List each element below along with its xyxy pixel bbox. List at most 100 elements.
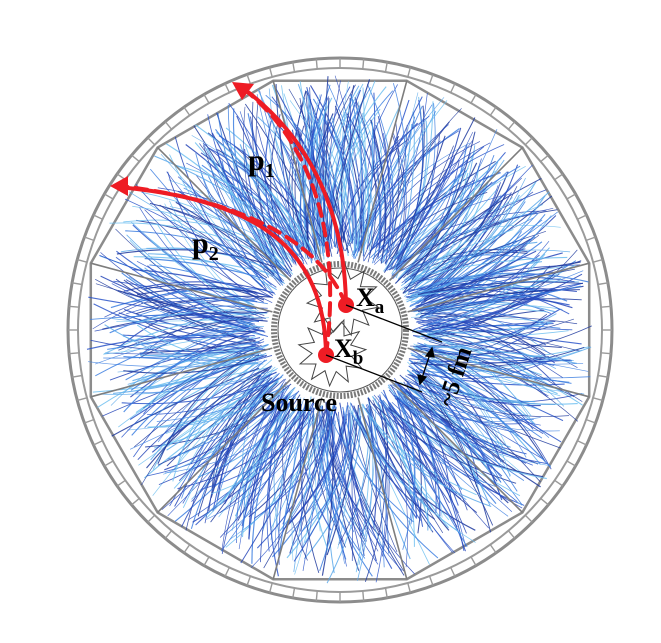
track <box>102 311 267 330</box>
track <box>414 381 523 506</box>
track <box>243 148 283 283</box>
track <box>361 404 477 496</box>
track <box>406 261 543 303</box>
track <box>306 113 334 247</box>
track <box>349 412 353 562</box>
track <box>100 252 264 329</box>
track <box>347 402 365 556</box>
track <box>418 215 557 319</box>
track <box>405 204 544 286</box>
track <box>218 407 305 518</box>
ring-tick <box>407 67 412 78</box>
ring-tick <box>540 497 549 506</box>
ring-tick <box>507 530 516 539</box>
track <box>399 374 505 462</box>
label-source: Source <box>261 388 337 417</box>
track <box>384 156 456 272</box>
outer-ring-segments <box>68 58 612 602</box>
track <box>395 145 454 268</box>
track <box>310 94 322 244</box>
track <box>417 206 499 298</box>
track <box>427 337 549 397</box>
ring-tick <box>428 575 434 586</box>
track <box>410 352 585 395</box>
track <box>402 131 476 294</box>
track <box>109 337 261 381</box>
particle-paths <box>110 82 354 363</box>
track <box>350 402 418 519</box>
track <box>336 413 405 576</box>
track <box>210 382 278 498</box>
track <box>321 417 345 564</box>
ring-tick <box>268 582 273 593</box>
ring-tick <box>428 74 434 85</box>
track <box>292 420 336 547</box>
track <box>420 236 536 295</box>
track <box>355 418 439 506</box>
track <box>368 141 481 247</box>
track <box>215 128 309 254</box>
ring-tick <box>93 440 103 446</box>
track <box>351 100 448 256</box>
ring-tick <box>450 83 456 93</box>
ring-tick <box>84 236 95 242</box>
track <box>129 239 264 332</box>
track <box>354 97 377 263</box>
track <box>372 403 517 484</box>
ring-tick <box>71 282 83 286</box>
track <box>397 400 415 550</box>
ring-tick <box>470 94 477 104</box>
ring-tick <box>554 479 564 487</box>
track <box>312 112 336 248</box>
track <box>99 254 257 300</box>
track <box>132 268 273 299</box>
source-region <box>271 261 409 399</box>
track <box>137 369 265 461</box>
track <box>356 101 361 256</box>
track <box>407 282 570 315</box>
track <box>121 379 277 405</box>
track <box>202 142 308 265</box>
path-p1-dashed <box>243 88 333 357</box>
track <box>428 249 578 335</box>
ring-tick <box>203 94 210 104</box>
track <box>275 83 312 257</box>
track <box>203 409 305 518</box>
track <box>357 114 370 244</box>
track <box>373 394 489 529</box>
track <box>123 356 259 361</box>
track <box>388 407 544 478</box>
ring-tick <box>600 352 612 355</box>
track <box>396 391 416 525</box>
track <box>382 145 485 250</box>
track <box>115 256 269 338</box>
track <box>407 386 561 449</box>
track <box>420 368 541 483</box>
track <box>139 207 267 320</box>
track <box>125 230 287 271</box>
track <box>248 402 330 518</box>
track <box>384 406 523 509</box>
track <box>376 142 491 249</box>
ring-tick <box>540 154 549 163</box>
ring-tick <box>246 74 252 85</box>
ring-tick <box>183 544 191 554</box>
track <box>368 397 478 513</box>
ring-tick <box>164 530 173 539</box>
ring-tick <box>577 440 587 446</box>
track <box>313 84 356 260</box>
track <box>243 384 284 528</box>
frame-spoke <box>157 147 292 282</box>
label-xb: Xb <box>334 334 363 369</box>
track <box>129 354 268 420</box>
track <box>111 367 260 437</box>
track <box>121 341 265 438</box>
track <box>370 170 468 259</box>
track <box>409 360 518 492</box>
track <box>359 130 460 245</box>
track <box>342 406 439 559</box>
track <box>410 286 541 298</box>
track <box>367 397 434 533</box>
ring-tick <box>489 544 497 554</box>
track <box>239 144 287 258</box>
